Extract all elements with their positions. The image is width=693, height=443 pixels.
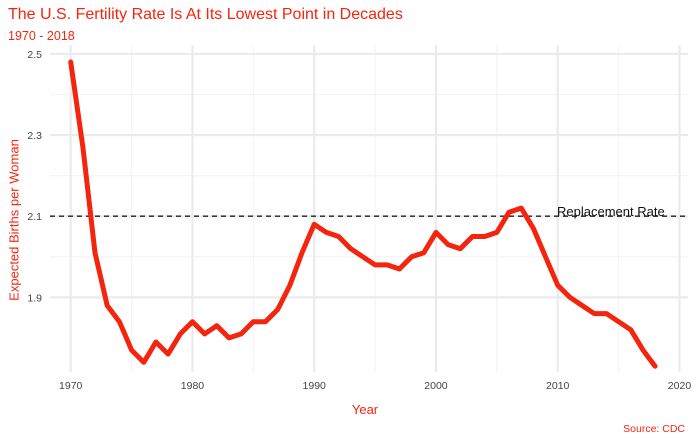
x-axis-label: Year (351, 402, 379, 417)
x-tick-label: 1990 (303, 380, 327, 392)
chart-title: The U.S. Fertility Rate Is At Its Lowest… (8, 6, 403, 23)
x-tick-label: 1980 (181, 380, 205, 392)
y-tick-label: 2.5 (27, 49, 42, 61)
chart-subtitle: 1970 - 2018 (8, 29, 75, 43)
replacement-rate-label: Replacement Rate (557, 204, 665, 219)
y-tick-label: 1.9 (27, 292, 42, 304)
y-tick-label: 2.3 (27, 130, 42, 142)
x-tick-label: 2000 (424, 380, 448, 392)
x-tick-label: 1970 (59, 380, 83, 392)
x-tick-label: 2010 (546, 380, 570, 392)
y-tick-label: 2.1 (27, 211, 42, 223)
fertility-rate-line (68, 59, 658, 369)
x-tick-label: 2020 (668, 380, 692, 392)
y-axis-label: Expected Births per Woman (6, 139, 22, 301)
source-caption: Source: CDC (623, 423, 685, 435)
